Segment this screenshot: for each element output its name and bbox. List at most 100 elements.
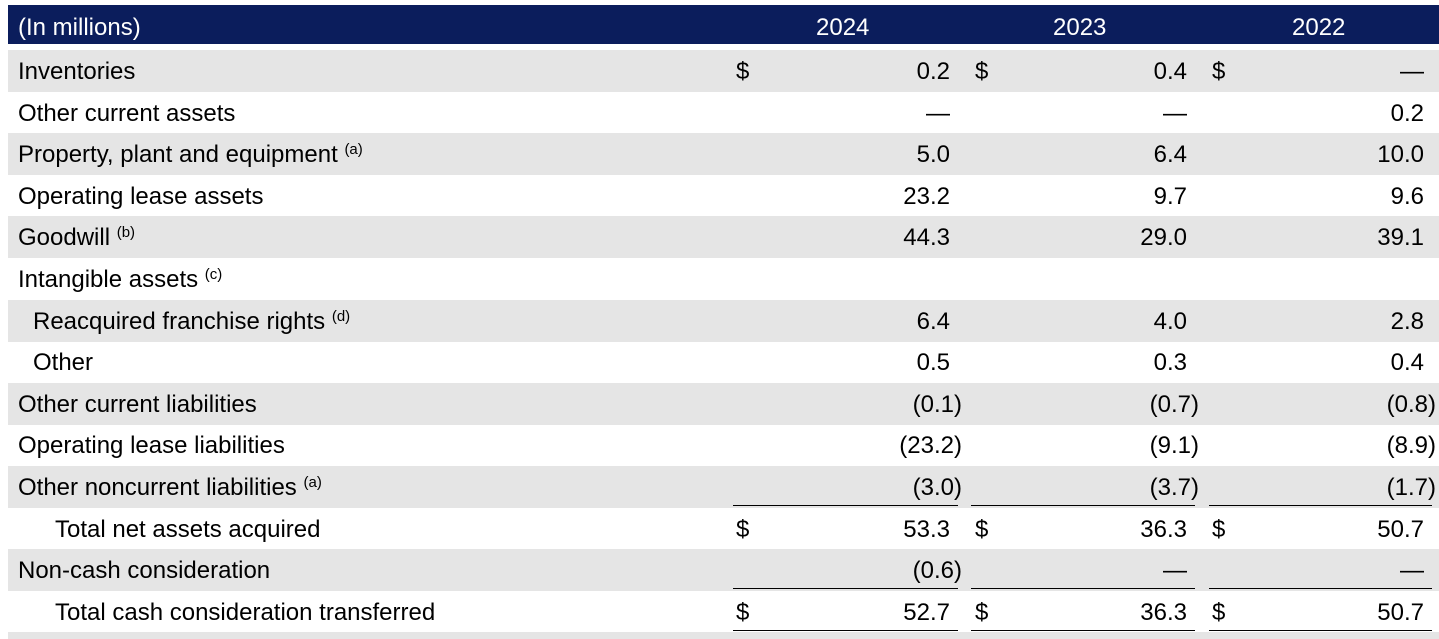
row-label: Non-cash consideration <box>18 558 270 584</box>
value-2024: 0.5 <box>916 349 950 377</box>
footnote-marker: (a) <box>303 474 322 491</box>
table-row: Non-cash consideration (0.6) — — <box>8 549 1439 592</box>
row-label: Other <box>33 350 93 376</box>
footnote-marker: (a) <box>344 141 363 159</box>
value-2022: 0.4 <box>1390 349 1424 377</box>
value-2023: 36.3 <box>1140 598 1187 626</box>
value-2023: 4.0 <box>1153 307 1187 335</box>
table-row: Other current liabilities (0.1) (0.7) (0.8) <box>8 382 1439 425</box>
row-label-text: Property, plant and equipment <box>18 141 338 169</box>
row-label-text: Operating lease liabilities <box>18 432 285 460</box>
value-2022: 50.7 <box>1377 598 1424 626</box>
single-underline <box>733 588 958 590</box>
value-2024: (0.6) <box>912 557 962 585</box>
value-2023: 29.0 <box>1140 224 1187 252</box>
row-label-text: Total cash consideration transferred <box>55 598 436 626</box>
footnote-marker: (d) <box>331 307 351 325</box>
value-2023: 0.3 <box>1153 349 1187 377</box>
value-2023: — <box>1163 99 1187 127</box>
footnote-marker: (c) <box>204 266 223 283</box>
value-2024: 44.3 <box>903 224 950 252</box>
row-label-text: Other <box>33 349 94 377</box>
single-underline <box>971 505 1195 506</box>
table-row: Other 0.5 0.3 0.4 <box>8 341 1439 383</box>
value-2023: (0.7) <box>1149 390 1199 418</box>
row-label: Intangible assets (c) <box>18 267 222 293</box>
value-2023: 9.7 <box>1153 182 1187 210</box>
row-label-text: Non-cash consideration <box>18 557 271 585</box>
row-label: Total cash consideration transferred <box>55 598 436 626</box>
value-2022: 39.1 <box>1377 224 1424 252</box>
table-row: Total net assets acquired $53.3 $36.3 $50.7 <box>8 508 1439 550</box>
value-2024: (3.0) <box>912 474 962 501</box>
table-row: Operating lease liabilities (23.2) (9.1) (8… <box>8 424 1439 466</box>
value-2023: 0.4 <box>1153 58 1187 85</box>
row-label-text: Intangible assets <box>18 266 199 293</box>
value-2022: 9.6 <box>1390 182 1424 210</box>
value-2023: (9.1) <box>1149 432 1199 460</box>
row-label-text: Total net assets acquired <box>55 515 321 543</box>
single-underline <box>733 505 958 506</box>
value-2023: 6.4 <box>1153 141 1187 169</box>
currency-symbol: $ <box>736 58 750 85</box>
currency-symbol: $ <box>1212 515 1226 543</box>
table-row: Inventories $0.2 $0.4 $ — <box>8 50 1439 92</box>
footnote-marker: (b) <box>116 224 136 242</box>
value-2024: 53.3 <box>903 515 950 543</box>
value-2022: 0.2 <box>1390 99 1424 127</box>
value-2022: 10.0 <box>1377 141 1424 169</box>
value-2023: — <box>1163 557 1187 585</box>
value-2022: 50.7 <box>1377 515 1424 543</box>
value-2024: (23.2) <box>899 432 962 460</box>
row-label: Goodwill (b) <box>18 225 135 251</box>
row-label-text: Other noncurrent liabilities <box>18 474 297 501</box>
single-underline <box>1209 588 1432 590</box>
currency-symbol: $ <box>975 515 989 543</box>
value-2024: 52.7 <box>903 598 950 626</box>
table-row: Reacquired franchise rights (d) 6.4 4.0 2.8 <box>8 299 1439 342</box>
value-2022: — <box>1400 58 1424 85</box>
value-2023: (3.7) <box>1149 474 1199 501</box>
year-2024-header: 2024 <box>816 14 870 41</box>
year-2022-header: 2022 <box>1292 14 1346 41</box>
row-label: Operating lease assets <box>18 183 263 210</box>
value-2024: — <box>926 99 950 127</box>
value-2024: 6.4 <box>916 307 950 335</box>
row-label: Inventories <box>18 59 135 85</box>
row-label-text: Goodwill <box>18 224 111 252</box>
currency-symbol: $ <box>736 598 750 626</box>
unit-label: (In millions) <box>18 14 141 41</box>
value-2022: (8.9) <box>1386 432 1436 460</box>
table-row: Total cash consideration transferred $52.… <box>8 591 1439 633</box>
value-2022: (0.8) <box>1386 390 1436 418</box>
table-row: Other current assets — — 0.2 <box>8 92 1439 134</box>
value-2024: 5.0 <box>916 141 950 169</box>
currency-symbol: $ <box>1212 58 1226 85</box>
table-bottom-band <box>8 632 1439 639</box>
value-2022: (1.7) <box>1386 474 1436 501</box>
value-2024: 23.2 <box>903 182 950 210</box>
row-label: Other noncurrent liabilities (a) <box>18 475 322 501</box>
value-2022: 2.8 <box>1390 307 1424 335</box>
table-row: Intangible assets (c) <box>8 258 1439 300</box>
currency-symbol: $ <box>975 598 989 626</box>
table-header: (In millions) 2024 2023 2022 <box>8 5 1439 44</box>
single-underline <box>1209 505 1432 506</box>
row-label-text: Reacquired franchise rights <box>33 307 326 335</box>
row-label: Total net assets acquired <box>55 515 321 543</box>
currency-symbol: $ <box>1212 598 1226 626</box>
value-2022: — <box>1400 557 1424 585</box>
table-row: Operating lease assets 23.2 9.7 9.6 <box>8 175 1439 217</box>
value-2023: 36.3 <box>1140 515 1187 543</box>
value-2024: (0.1) <box>912 390 962 418</box>
row-label-text: Other current liabilities <box>18 390 257 418</box>
currency-symbol: $ <box>975 58 989 85</box>
table-row: Other noncurrent liabilities (a) (3.0) (3.… <box>8 466 1439 508</box>
row-label-text: Inventories <box>18 58 136 85</box>
value-2024: 0.2 <box>916 58 950 85</box>
year-2023-header: 2023 <box>1053 14 1107 41</box>
row-label: Reacquired franchise rights (d) <box>33 307 351 335</box>
row-label: Other current assets <box>18 100 235 127</box>
row-label: Other current liabilities <box>18 390 257 418</box>
row-label: Operating lease liabilities <box>18 433 285 459</box>
